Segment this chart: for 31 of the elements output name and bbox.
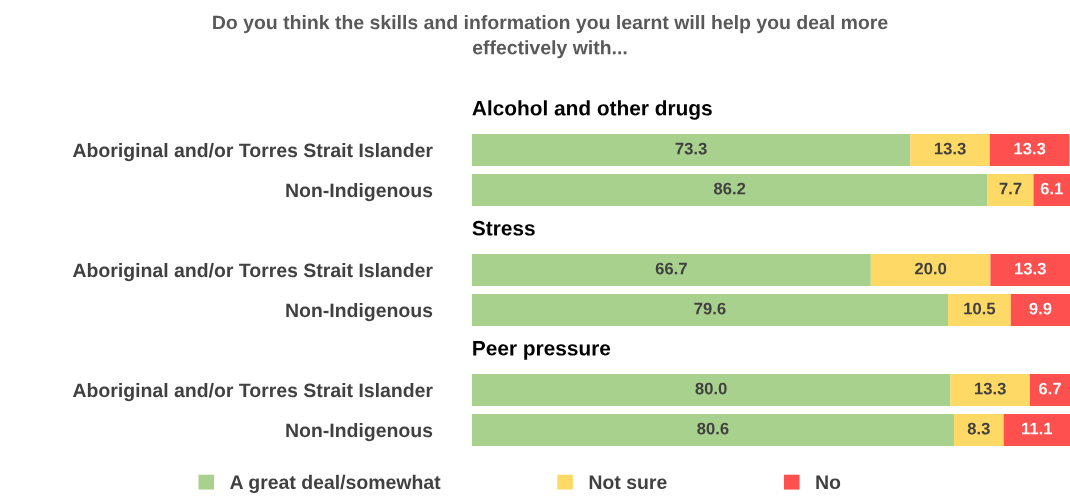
data-label: 79.6: [694, 302, 726, 315]
legend-label: No: [816, 475, 841, 490]
legend-label: Not sure: [589, 475, 667, 490]
data-label: 6.1: [1040, 182, 1063, 195]
data-label: 11.1: [1022, 422, 1053, 435]
data-label: 86.2: [713, 182, 746, 195]
data-label: 9.9: [1029, 302, 1052, 315]
data-label: 13.3: [934, 142, 966, 155]
data-label: 80.0: [695, 382, 727, 395]
chart-title: Do you think the skills and information you learnt will help you deal more effectively with...: [213, 15, 888, 59]
legend-label: A great deal/somewhat: [230, 474, 441, 494]
data-label: 13.3: [1014, 142, 1046, 155]
y-tick-label: Aboriginal and/or Torres Strait Islander: [72, 382, 433, 402]
annotation: Alcohol and other drugs: [472, 100, 712, 120]
y-tick-label: Aboriginal and/or Torres Strait Islander: [72, 142, 433, 162]
data-label: 13.3: [1015, 262, 1046, 275]
data-label: 10.5: [964, 302, 996, 315]
data-label: 80.6: [697, 422, 729, 435]
y-tick-label: Non-Indigenous: [286, 182, 433, 202]
data-label: 20.0: [915, 262, 947, 275]
data-label: 7.7: [999, 182, 1022, 195]
annotation: Peer pressure: [473, 341, 611, 360]
data-label: 13.3: [974, 382, 1006, 395]
data-label: 6.7: [1038, 382, 1061, 395]
y-tick-label: Non-Indigenous: [286, 422, 433, 442]
data-label: 66.7: [655, 262, 687, 275]
data-label: 8.3: [967, 422, 990, 435]
y-tick-label: Aboriginal and/or Torres Strait Islander: [72, 262, 433, 282]
data-label: 73.3: [675, 142, 707, 155]
annotation: Stress: [472, 220, 535, 236]
y-tick-label: Non-Indigenous: [286, 302, 433, 322]
